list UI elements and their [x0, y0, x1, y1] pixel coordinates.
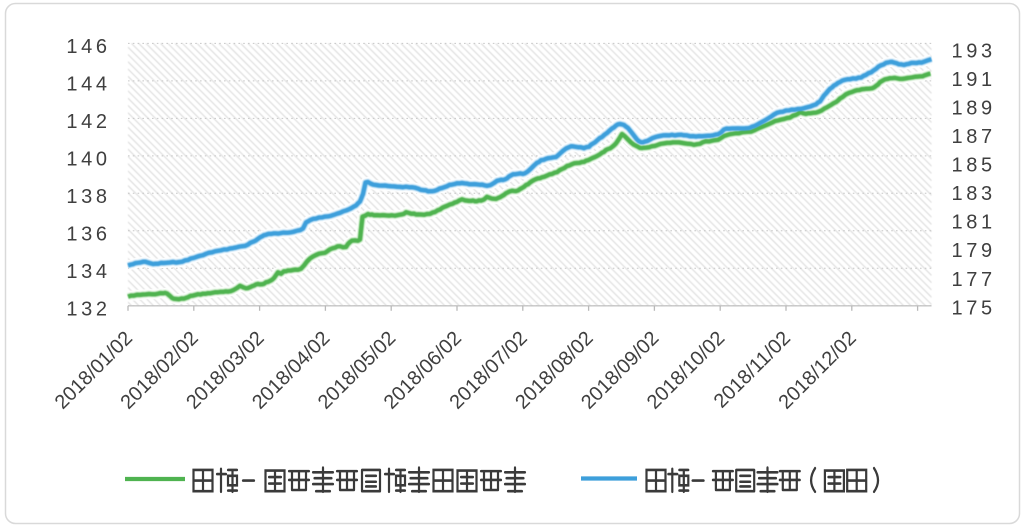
svg-text:140: 140: [66, 149, 110, 171]
svg-text:175: 175: [952, 297, 996, 319]
svg-text:183: 183: [952, 183, 996, 205]
svg-text:134: 134: [66, 261, 110, 283]
svg-text:185: 185: [952, 155, 996, 177]
svg-text:189: 189: [952, 98, 996, 120]
svg-text:193: 193: [952, 41, 996, 63]
svg-text:142: 142: [66, 111, 110, 133]
svg-text:144: 144: [66, 74, 110, 96]
svg-text:181: 181: [952, 212, 996, 234]
svg-text:187: 187: [952, 126, 996, 148]
svg-text:146: 146: [66, 36, 110, 58]
svg-text:191: 191: [952, 69, 996, 91]
svg-text:136: 136: [66, 223, 110, 245]
svg-text:132: 132: [66, 298, 110, 320]
svg-text:177: 177: [952, 269, 996, 291]
svg-text:179: 179: [952, 240, 996, 262]
svg-text:138: 138: [66, 186, 110, 208]
